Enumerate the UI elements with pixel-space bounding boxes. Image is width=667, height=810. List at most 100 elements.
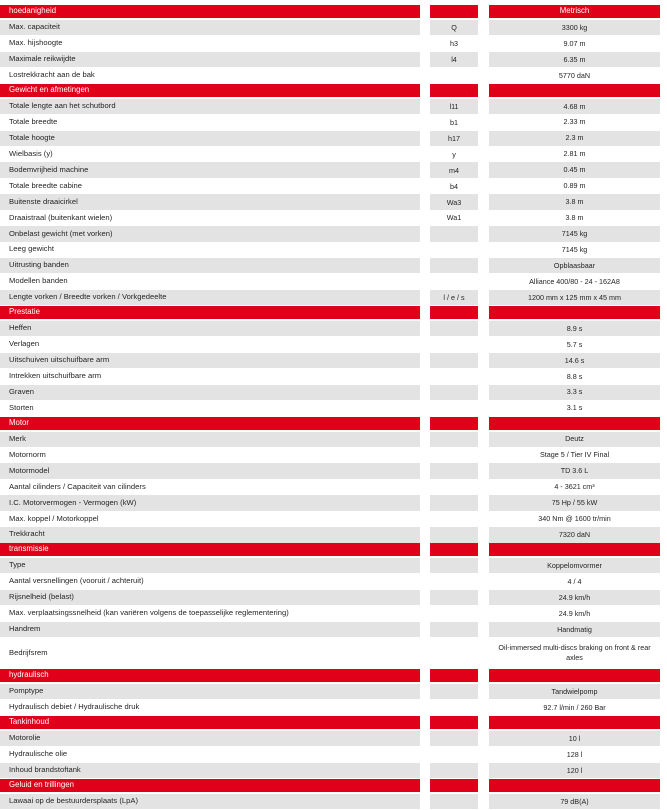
- table-row: Totale breedte cabine b4 0.89 m: [0, 178, 667, 194]
- column-gutter: [420, 622, 430, 637]
- section-value-header: [489, 715, 660, 730]
- row-value: 128 l: [489, 746, 660, 763]
- row-value: 3.3 s: [489, 384, 660, 401]
- row-symbol: [430, 605, 478, 622]
- row-value: 14.6 s: [489, 352, 660, 369]
- table-row: Uitrusting banden Opblaasbaar: [0, 258, 667, 274]
- column-gutter: [420, 763, 430, 778]
- column-gutter: [478, 574, 489, 589]
- column-gutter: [478, 417, 489, 430]
- row-value: 79 dB(A): [489, 793, 660, 810]
- section-value-header: [489, 543, 660, 557]
- column-gutter: [478, 321, 489, 336]
- section-header-row: hoedanigheid Metrisch: [0, 5, 667, 19]
- section-title: Motor: [0, 416, 420, 430]
- table-row: Wielbasis (y) y 2.81 m: [0, 146, 667, 162]
- section-value-header: [489, 669, 660, 683]
- table-row: Aantal cilinders / Capaciteit van cilind…: [0, 479, 667, 495]
- table-row: Lawaai op de bestuurdersplaats (LpA) 79 d…: [0, 793, 667, 810]
- row-label: Lawaai op de bestuurdersplaats (LpA): [0, 793, 420, 810]
- row-symbol: h3: [430, 35, 478, 52]
- row-label: Modellen banden: [0, 274, 420, 290]
- row-value: 120 l: [489, 762, 660, 779]
- row-label: Uitschuiven uitschuifbare arm: [0, 352, 420, 369]
- section-symbol-cell: [430, 5, 478, 19]
- column-gutter: [420, 716, 430, 729]
- table-row: Max. hijshoogte h3 9.07 m: [0, 35, 667, 52]
- row-label: Trekkracht: [0, 527, 420, 543]
- row-value: 24.9 km/h: [489, 605, 660, 622]
- column-gutter: [420, 306, 430, 319]
- row-symbol: [430, 352, 478, 369]
- table-row: Bodemvrijheid machine m4 0.45 m: [0, 162, 667, 178]
- row-value: 7320 daN: [489, 527, 660, 543]
- table-row: Intrekken uitschuifbare arm 8.8 s: [0, 368, 667, 385]
- column-gutter: [420, 463, 430, 478]
- table-row: Buitenste draaicirkel Wa3 3.8 m: [0, 194, 667, 210]
- row-label: Max. verplaatsingssnelheid (kan variëren…: [0, 605, 420, 622]
- row-symbol: [430, 495, 478, 511]
- row-label: Hydraulische olie: [0, 746, 420, 763]
- row-symbol: [430, 730, 478, 747]
- row-value: 8.9 s: [489, 320, 660, 337]
- row-symbol: m4: [430, 162, 478, 178]
- row-value: 1200 mm x 125 mm x 45 mm: [489, 289, 660, 306]
- column-gutter: [478, 353, 489, 368]
- column-gutter: [478, 210, 489, 225]
- section-symbol-cell: [430, 83, 478, 98]
- row-label: Totale hoogte: [0, 130, 420, 146]
- column-gutter: [478, 479, 489, 494]
- column-gutter: [420, 20, 430, 35]
- row-symbol: h17: [430, 130, 478, 146]
- column-gutter: [420, 226, 430, 241]
- row-symbol: [430, 479, 478, 495]
- row-symbol: l4: [430, 51, 478, 68]
- column-gutter: [478, 385, 489, 400]
- section-symbol-cell: [430, 715, 478, 730]
- column-gutter: [420, 794, 430, 809]
- column-gutter: [478, 463, 489, 478]
- column-gutter: [420, 242, 430, 257]
- section-title: hydraulisch: [0, 669, 420, 683]
- row-symbol: Wa1: [430, 210, 478, 226]
- section-header-row: Motor: [0, 416, 667, 430]
- table-row: I.C. Motorvermogen - Vermogen (kW) 75 Hp …: [0, 495, 667, 511]
- row-symbol: [430, 762, 478, 779]
- row-value: 3300 kg: [489, 19, 660, 36]
- row-value: 0.89 m: [489, 178, 660, 194]
- row-value: 340 Nm @ 1600 tr/min: [489, 511, 660, 527]
- column-gutter: [478, 495, 489, 510]
- row-symbol: [430, 67, 478, 84]
- row-value: 92.7 l/min / 260 Bar: [489, 700, 660, 716]
- row-value: 4 - 3621 cm³: [489, 479, 660, 495]
- column-gutter: [420, 479, 430, 494]
- column-gutter: [420, 210, 430, 225]
- row-symbol: [430, 400, 478, 416]
- table-row: Verlagen 5.7 s: [0, 336, 667, 353]
- row-value: 4 / 4: [489, 573, 660, 590]
- row-value: Tandwielpomp: [489, 684, 660, 700]
- row-label: Bodemvrijheid machine: [0, 162, 420, 178]
- section-title: transmissie: [0, 543, 420, 557]
- column-gutter: [478, 147, 489, 162]
- column-gutter: [478, 669, 489, 682]
- section-title: hoedanigheid: [0, 5, 420, 19]
- column-gutter: [420, 590, 430, 605]
- column-gutter: [478, 337, 489, 352]
- row-symbol: Q: [430, 19, 478, 36]
- column-gutter: [478, 194, 489, 209]
- column-gutter: [420, 684, 430, 699]
- column-gutter: [478, 99, 489, 114]
- table-row: Heffen 8.9 s: [0, 320, 667, 337]
- row-value: 5770 daN: [489, 67, 660, 84]
- row-label: Inhoud brandstoftank: [0, 762, 420, 779]
- section-value-header: [489, 305, 660, 320]
- row-value: 3.1 s: [489, 400, 660, 416]
- row-label: I.C. Motorvermogen - Vermogen (kW): [0, 495, 420, 511]
- row-symbol: [430, 589, 478, 606]
- column-gutter: [478, 543, 489, 556]
- table-row: Uitschuiven uitschuifbare arm 14.6 s: [0, 352, 667, 369]
- row-label: Rijsnelheid (belast): [0, 589, 420, 606]
- section-header-row: hydraulisch: [0, 669, 667, 683]
